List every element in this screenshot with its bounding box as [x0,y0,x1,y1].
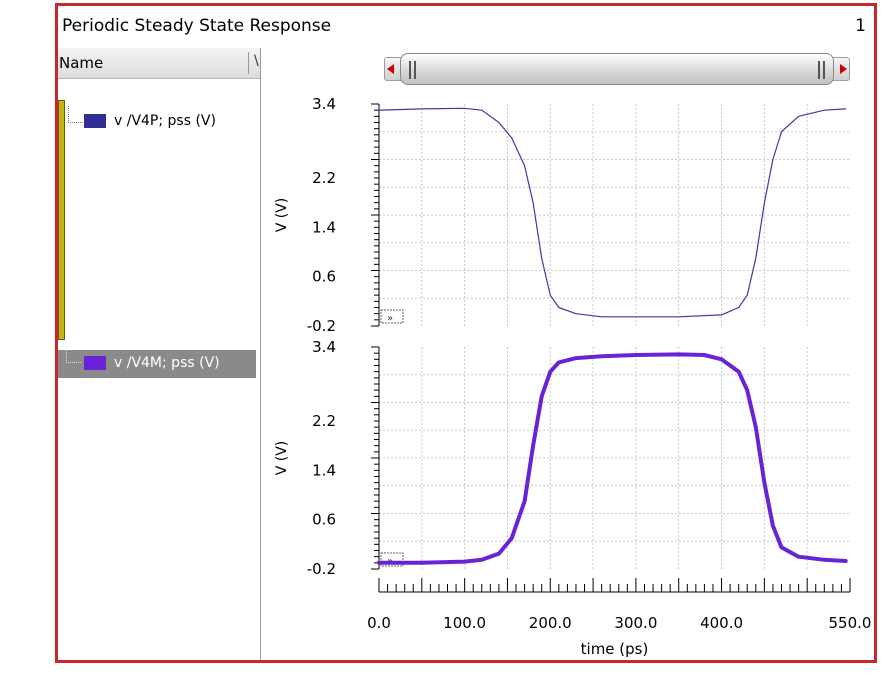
y-tick-label: 0.6 [312,268,336,286]
name-column-header[interactable]: Name \ [58,48,260,79]
x-tick-label: 200.0 [529,614,572,632]
y-axis-label: V (V) [274,198,290,233]
trace-list-panel: Name \ v /V4P; pss (V) v /V4M; pss (V) [58,48,261,660]
trace-item-label: v /V4P; pss (V) [114,113,216,129]
x-tick-label: 550.0 [829,614,872,632]
window-title: Periodic Steady State Response [62,16,332,36]
y-tick-label: 3.4 [312,95,336,113]
x-tick-label: 0.0 [367,614,391,632]
y-tick-label: 1.4 [312,218,336,236]
scrollbar-thumb[interactable] [400,53,834,85]
horizontal-scrollbar[interactable] [384,53,850,85]
tree-connector-2 [66,348,81,363]
thumb-grip-right[interactable] [818,61,820,79]
strip-marker[interactable] [58,100,65,340]
x-axis-label: time (ps) [581,640,649,658]
y-tick-label: 1.4 [312,461,336,479]
scroll-right-arrow-icon[interactable] [840,64,847,74]
legend-toggle-button [380,309,404,324]
name-header-label: Name [59,54,104,72]
y-axis-label: V (V) [274,441,290,476]
trace-color-swatch [84,114,106,128]
tree-connector-1 [68,106,85,123]
y-tick-label: 2.2 [312,169,336,187]
next-column-header-label: \ [254,53,259,69]
trace-color-swatch [84,356,106,370]
scroll-left-arrow-icon[interactable] [387,64,394,74]
x-tick-label: 400.0 [700,614,743,632]
pss-window: Periodic Steady State Response 1 Name \ … [55,3,877,663]
series-line [377,352,848,565]
x-tick-label: 300.0 [614,614,657,632]
series-line [378,107,847,318]
y-tick-label: 0.6 [312,511,336,529]
y-tick-label: 3.4 [312,338,336,356]
window-number: 1 [855,16,866,36]
column-separator[interactable] [248,52,249,74]
trace-item-v4m[interactable]: v /V4M; pss (V) [58,350,256,378]
y-tick-label: 2.2 [312,412,336,430]
thumb-grip-left-2[interactable] [414,61,416,79]
thumb-grip-left[interactable] [409,61,411,79]
x-tick-label: 100.0 [443,614,486,632]
trace-item-label: v /V4M; pss (V) [114,355,220,371]
y-tick-label: -0.2 [307,560,336,578]
y-tick-label: -0.2 [307,317,336,335]
expand-icon: » [387,313,393,324]
trace-item-v4p[interactable]: v /V4P; pss (V) [58,108,256,136]
thumb-grip-right-2[interactable] [823,61,825,79]
